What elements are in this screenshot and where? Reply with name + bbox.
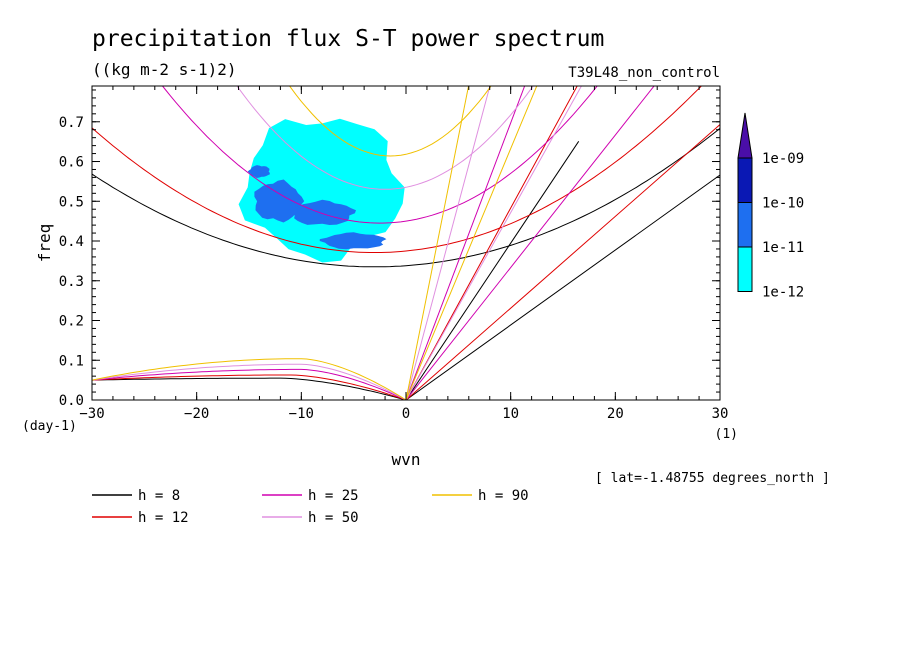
eig-curve-h50 xyxy=(405,86,491,400)
kelvin-curve-h90 xyxy=(405,86,538,400)
contour-fills xyxy=(238,118,405,263)
eig-curve-h90 xyxy=(405,86,470,400)
eig-curve-h12 xyxy=(405,86,578,400)
mrg-curve-h90 xyxy=(92,358,407,400)
mrg-curve-h12 xyxy=(92,374,407,400)
x-tick-label: 10 xyxy=(502,406,519,422)
ig-curve-h90 xyxy=(288,86,492,157)
kelvin-curve-h12 xyxy=(405,124,720,400)
legend-label: h = 90 xyxy=(478,488,529,504)
y-axis-label: freq xyxy=(35,224,54,263)
x-axis-label: wvn xyxy=(392,450,421,469)
y-tick-label: 0.6 xyxy=(59,155,84,171)
colorbar: 1e-12 1e-11 1e-10 1e-09 xyxy=(737,112,804,301)
ig-curve-h25 xyxy=(161,86,598,224)
colorbar-label: 1e-10 xyxy=(762,196,804,212)
x-tick-label: 30 xyxy=(712,406,729,422)
x-unit-label: (1) xyxy=(715,427,738,442)
dispersion-curves xyxy=(92,86,720,400)
y-tick-label: 0.1 xyxy=(59,353,84,369)
mrg-curve-h8 xyxy=(92,377,407,400)
contour-region-1e-11 xyxy=(319,232,387,250)
x-tick-label: −30 xyxy=(79,406,104,422)
x-tick-label: 0 xyxy=(402,406,410,422)
colorbar-extend-triangle xyxy=(737,112,753,159)
contour-region-1e-11 xyxy=(247,165,270,178)
units-label: ((kg m-2 s-1)2) xyxy=(92,60,237,79)
kelvin-curve-h8 xyxy=(405,174,720,400)
latitude-note: [ lat=-1.48755 degrees_north ] xyxy=(595,471,830,486)
chart-title: precipitation flux S-T power spectrum xyxy=(92,26,604,52)
colorbar-segment xyxy=(737,202,753,248)
ig-curve-h50 xyxy=(236,86,534,190)
x-tick-label: 20 xyxy=(607,406,624,422)
x-tick-label: −10 xyxy=(289,406,314,422)
axis-ticks: −30 −20 −10 0 10 20 30 0.0 0.1 0.2 0.3 0.4 0.5 0.6 0.7 xyxy=(59,86,729,422)
y-tick-label: 0.5 xyxy=(59,194,84,210)
legend: h = 8 h = 12 h = 25 h = 50 h = 90 xyxy=(92,488,529,526)
y-unit-label: (day-1) xyxy=(22,419,77,434)
legend-label: h = 12 xyxy=(138,510,189,526)
colorbar-segment xyxy=(737,157,753,203)
mrg-curve-h50 xyxy=(92,363,407,400)
y-tick-label: 0.3 xyxy=(59,274,84,290)
ig-curve-h8 xyxy=(92,127,720,268)
eig-curve-h8 xyxy=(405,141,580,400)
kelvin-curve-h50 xyxy=(405,86,583,400)
mrg-curve-h25 xyxy=(92,368,407,400)
y-tick-label: 0.7 xyxy=(59,115,84,131)
contour-region-1e-12 xyxy=(238,118,405,263)
x-tick-label: −20 xyxy=(184,406,209,422)
eig-curve-h25 xyxy=(405,86,526,400)
run-name-label: T39L48_non_control xyxy=(568,65,720,81)
plot-area: −30 −20 −10 0 10 20 30 0.0 0.1 0.2 0.3 0.4 0.5 0.6 0.7 xyxy=(59,85,729,422)
colorbar-label: 1e-12 xyxy=(762,285,804,301)
ig-curve-h12 xyxy=(92,86,703,253)
legend-label: h = 25 xyxy=(308,488,359,504)
legend-label: h = 8 xyxy=(138,488,180,504)
colorbar-segment xyxy=(737,246,753,292)
legend-label: h = 50 xyxy=(308,510,359,526)
y-tick-label: 0.2 xyxy=(59,314,84,330)
colorbar-label: 1e-09 xyxy=(762,151,804,167)
colorbar-label: 1e-11 xyxy=(762,240,804,256)
y-tick-label: 0.4 xyxy=(59,234,84,250)
kelvin-curve-h25 xyxy=(405,86,655,400)
y-tick-label: 0.0 xyxy=(59,393,84,409)
